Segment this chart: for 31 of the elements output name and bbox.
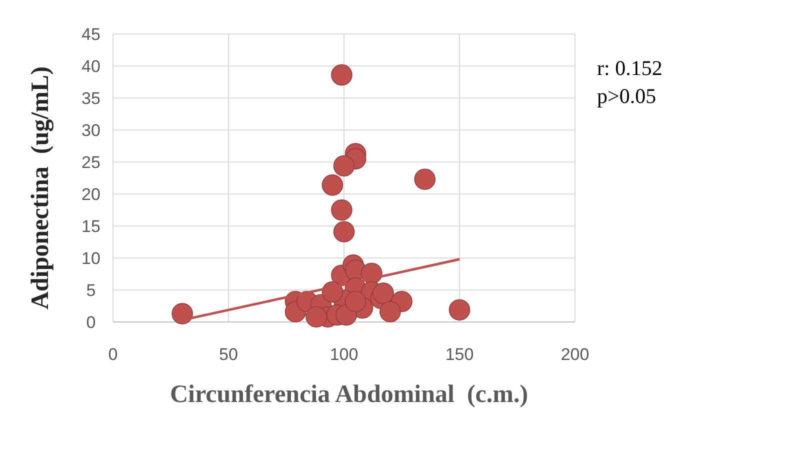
y-axis-title: Adiponectina (ug/mL)	[27, 66, 54, 310]
point	[333, 155, 355, 176]
point	[333, 221, 355, 242]
point	[331, 64, 352, 86]
point	[448, 299, 470, 320]
x-tick-label: 0	[108, 345, 118, 364]
y-tick-label: 35	[82, 88, 100, 108]
point	[322, 174, 344, 196]
y-tick-label: 20	[82, 184, 100, 204]
point	[414, 168, 436, 190]
y-tick-label: 0	[86, 312, 96, 332]
point	[172, 303, 193, 324]
y-tick-label: 15	[82, 216, 100, 236]
y-tick-label: 45	[82, 24, 100, 44]
text: p>0.05	[597, 84, 656, 108]
x-tick-label: 50	[219, 345, 238, 364]
y-tick-label: 25	[82, 152, 100, 172]
text: r: 0.152	[597, 56, 662, 80]
point	[380, 301, 401, 322]
x-tick-label: 100	[330, 345, 358, 364]
y-tick-label: 5	[86, 280, 96, 300]
point	[372, 282, 394, 304]
point	[344, 290, 366, 312]
point	[306, 306, 327, 328]
y-tick-label: 10	[82, 248, 100, 268]
y-tick-label: 40	[82, 56, 100, 76]
point	[331, 199, 352, 221]
y-tick-label: 30	[82, 120, 100, 140]
x-tick-label: 200	[560, 345, 590, 364]
x-axis-title: Circunferencia Abdominal (c.m.)	[170, 381, 528, 408]
x-tick-label: 150	[445, 345, 474, 364]
